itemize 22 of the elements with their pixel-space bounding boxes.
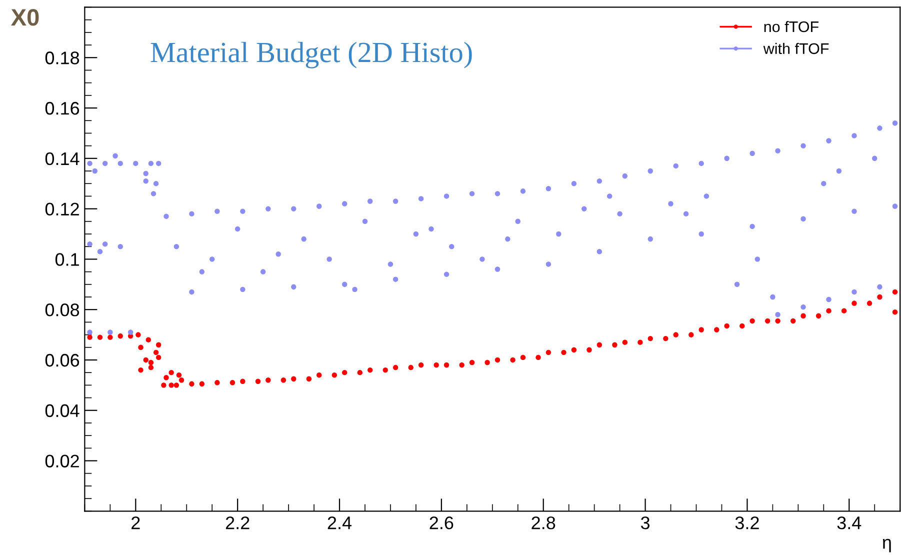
y-tick-label: 0.04 — [45, 404, 80, 418]
legend-label: no fTOF — [764, 20, 818, 32]
x-tick-label: 2.4 — [328, 516, 352, 530]
y-tick-label: 0.06 — [45, 354, 80, 367]
x-tick-label: 2 — [132, 516, 140, 530]
y-tick-label: 0.02 — [45, 454, 79, 468]
legend-label: with fTOF — [763, 42, 829, 54]
y-tick-label: 0.18 — [45, 52, 80, 64]
text: Material Budget (2D Histo) — [150, 42, 472, 68]
x-tick-label: 2.8 — [532, 516, 556, 530]
y-tick-label: 0.14 — [45, 152, 80, 166]
y-tick-label: 0.16 — [45, 102, 80, 115]
x-tick-label: 2.2 — [226, 516, 250, 530]
x-tick-label: 3.2 — [735, 516, 759, 530]
y-axis-title: X0 — [11, 9, 39, 26]
x-axis-title: η — [882, 538, 891, 552]
y-tick-label: 0.1 — [55, 253, 79, 266]
y-tick-label: 0.12 — [45, 202, 79, 216]
y-tick-label: 0.08 — [45, 304, 80, 316]
x-tick-label: 3.4 — [837, 516, 862, 530]
x-tick-label: 2.6 — [430, 516, 454, 530]
x-tick-label: 3 — [640, 516, 650, 530]
